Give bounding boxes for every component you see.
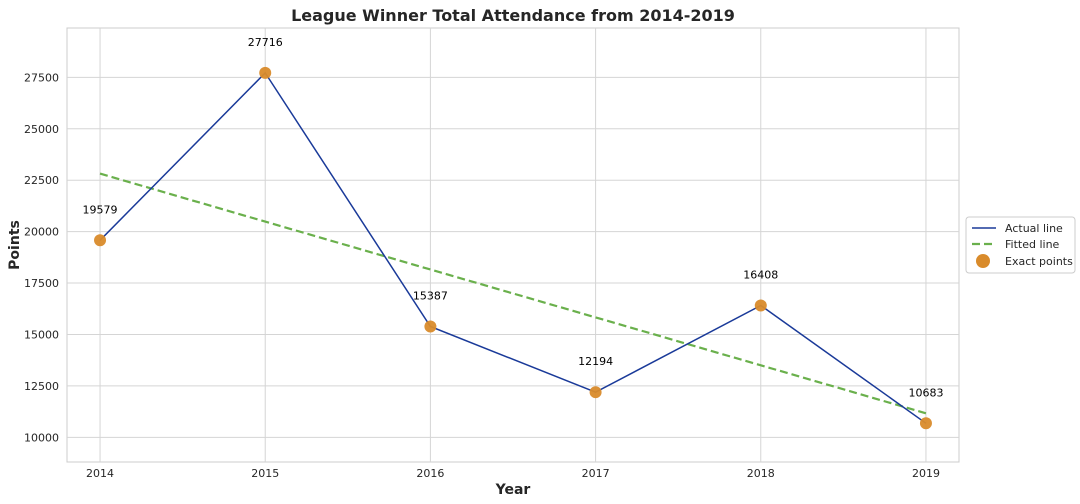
- plot-area: [66, 27, 960, 463]
- y-tick-labels: 10000 12500 15000 17500 20000 22500 25000 27500: [24, 71, 59, 444]
- y-tick-label: 25000: [24, 123, 59, 136]
- exact-point: [94, 234, 107, 247]
- x-tick-label: 2017: [582, 467, 610, 480]
- data-label: 16408: [743, 269, 778, 282]
- exact-point: [259, 66, 272, 79]
- actual-line-series: [99, 71, 927, 424]
- y-tick-label: 27500: [24, 71, 59, 84]
- legend-entry-exact: Exact points: [1005, 255, 1073, 268]
- data-labels: 19579 27716 15387 12194 16408 10683: [83, 36, 944, 399]
- legend-swatch-exact: [976, 254, 990, 268]
- exact-points-series: [94, 66, 932, 430]
- legend-entry-fitted: Fitted line: [1005, 238, 1060, 251]
- y-tick-label: 17500: [24, 277, 59, 290]
- x-tick-label: 2014: [86, 467, 114, 480]
- data-label: 12194: [578, 355, 613, 368]
- legend: Actual line Fitted line Exact points: [965, 216, 1076, 274]
- y-axis-label: Points: [7, 220, 23, 270]
- chart-title: League Winner Total Attendance from 2014…: [291, 6, 735, 25]
- y-tick-label: 15000: [24, 328, 59, 341]
- legend-box: [965, 216, 1076, 274]
- x-tick-label: 2016: [416, 467, 444, 480]
- x-tick-labels: 2014 2015 2016 2017 2018 2019: [86, 467, 940, 480]
- data-label: 10683: [908, 386, 943, 399]
- y-tick-label: 20000: [24, 226, 59, 239]
- y-tick-label: 22500: [24, 174, 59, 187]
- exact-point: [589, 386, 602, 399]
- actual-line: [99, 71, 927, 424]
- x-axis-label: Year: [495, 482, 531, 498]
- exact-point: [754, 299, 767, 312]
- y-tick-label: 12500: [24, 380, 59, 393]
- x-tick-label: 2018: [747, 467, 775, 480]
- x-tick-label: 2015: [251, 467, 279, 480]
- exact-point: [919, 417, 932, 430]
- x-tick-label: 2019: [912, 467, 940, 480]
- y-tick-label: 10000: [24, 431, 59, 444]
- legend-entry-actual: Actual line: [1005, 222, 1063, 235]
- gridlines: [67, 28, 959, 462]
- data-label: 15387: [413, 290, 448, 303]
- data-label: 19579: [83, 203, 118, 216]
- data-label: 27716: [248, 36, 283, 49]
- exact-point: [424, 320, 437, 333]
